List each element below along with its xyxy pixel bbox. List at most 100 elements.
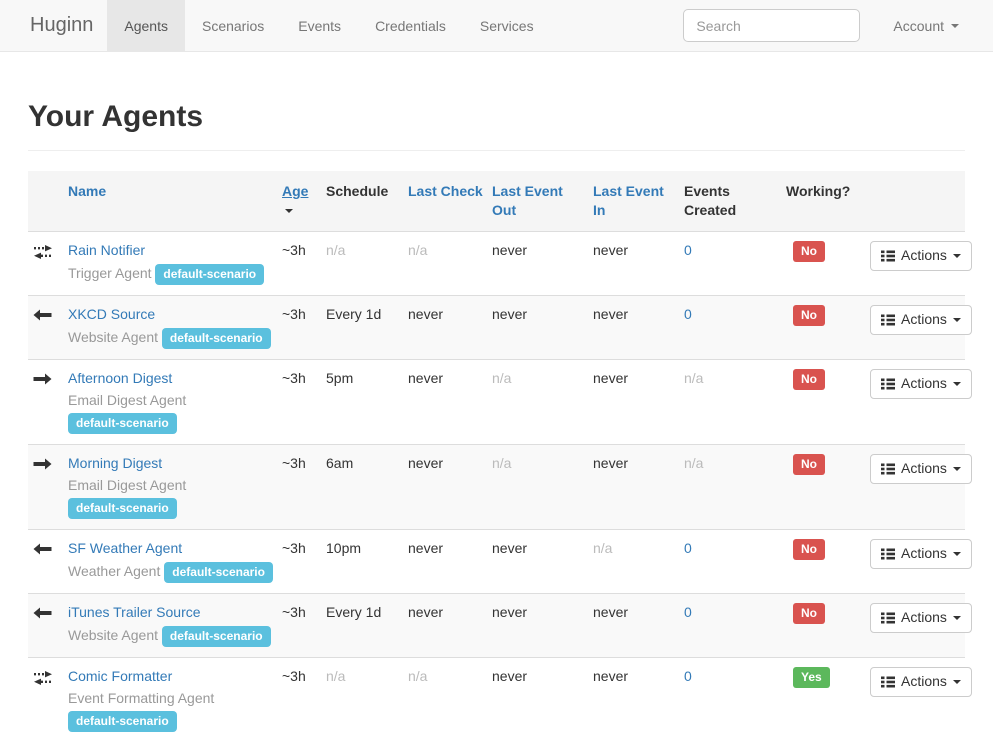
events-created-link[interactable]: 0 bbox=[684, 306, 692, 322]
column-header-working: Working? bbox=[786, 171, 870, 232]
actions-button[interactable]: Actions bbox=[870, 539, 972, 569]
working-status-badge: No bbox=[793, 454, 825, 475]
nav-tab-services[interactable]: Services bbox=[463, 0, 551, 51]
actions-button[interactable]: Actions bbox=[870, 305, 972, 335]
agent-schedule-cell: 6am bbox=[326, 445, 408, 530]
agent-type-label: Website Agent bbox=[68, 329, 158, 345]
agent-row: SF Weather Agent Weather Agent default-sc… bbox=[28, 530, 965, 594]
actions-button[interactable]: Actions bbox=[870, 603, 972, 633]
column-header-age[interactable]: Age bbox=[282, 171, 326, 232]
nav-tab-events[interactable]: Events bbox=[281, 0, 358, 51]
agent-working-cell: No bbox=[786, 360, 870, 445]
agent-last-event-in-cell: never bbox=[593, 594, 684, 658]
scenario-badge[interactable]: default-scenario bbox=[68, 711, 177, 732]
agent-name-link[interactable]: SF Weather Agent bbox=[68, 540, 182, 556]
agent-last-event-out-cell: never bbox=[492, 296, 593, 360]
agent-last-event-out-cell: n/a bbox=[492, 360, 593, 445]
working-status-badge: No bbox=[793, 305, 825, 326]
agent-age-cell: ~3h bbox=[282, 445, 326, 530]
agent-last-event-out-cell: never bbox=[492, 658, 593, 742]
agent-name-cell: XKCD Source Website Agent default-scenari… bbox=[68, 296, 282, 360]
agent-subtitle: Email Digest Agent default-scenario bbox=[68, 475, 274, 519]
column-header-name[interactable]: Name bbox=[68, 171, 282, 232]
agent-events-created-cell: n/a bbox=[684, 360, 786, 445]
scenario-badge[interactable]: default-scenario bbox=[164, 562, 273, 583]
agent-actions-cell: Actions bbox=[870, 658, 965, 742]
actions-button[interactable]: Actions bbox=[870, 454, 972, 484]
account-dropdown[interactable]: Account bbox=[893, 18, 959, 34]
agent-actions-cell: Actions bbox=[870, 594, 965, 658]
divider bbox=[28, 150, 965, 151]
agent-schedule-cell: 10pm bbox=[326, 530, 408, 594]
brand-link[interactable]: Huginn bbox=[0, 0, 107, 51]
events-created-link[interactable]: 0 bbox=[684, 668, 692, 684]
agent-age-cell: ~3h bbox=[282, 232, 326, 296]
scenario-badge[interactable]: default-scenario bbox=[68, 413, 177, 434]
nav-tab-scenarios[interactable]: Scenarios bbox=[185, 0, 281, 51]
actions-button[interactable]: Actions bbox=[870, 241, 972, 271]
agent-last-check-cell: never bbox=[408, 445, 492, 530]
list-icon bbox=[881, 250, 895, 262]
column-header-last_check[interactable]: Last Check bbox=[408, 171, 492, 232]
scenario-badge[interactable]: default-scenario bbox=[162, 626, 271, 647]
agent-age-cell: ~3h bbox=[282, 594, 326, 658]
agent-name-link[interactable]: Comic Formatter bbox=[68, 668, 172, 684]
agent-last-event-in-cell: never bbox=[593, 360, 684, 445]
scenario-badge[interactable]: default-scenario bbox=[68, 498, 177, 519]
agent-name-link[interactable]: Morning Digest bbox=[68, 455, 162, 471]
agent-events-created-cell: 0 bbox=[684, 530, 786, 594]
agent-direction-cell bbox=[28, 360, 68, 445]
agent-working-cell: No bbox=[786, 530, 870, 594]
events-created-link[interactable]: 0 bbox=[684, 604, 692, 620]
agent-actions-cell: Actions bbox=[870, 530, 965, 594]
chevron-down-icon bbox=[953, 382, 961, 386]
agent-name-link[interactable]: Afternoon Digest bbox=[68, 370, 172, 386]
agent-events-created-cell: 0 bbox=[684, 594, 786, 658]
right-arrow-icon bbox=[33, 373, 52, 385]
agent-last-check-cell: never bbox=[408, 360, 492, 445]
list-icon bbox=[881, 463, 895, 475]
agent-name-link[interactable]: XKCD Source bbox=[68, 306, 155, 322]
working-status-badge: No bbox=[793, 369, 825, 390]
column-header-last_event_out[interactable]: Last Event Out bbox=[492, 171, 593, 232]
working-status-badge: No bbox=[793, 539, 825, 560]
agent-last-event-in-cell: n/a bbox=[593, 530, 684, 594]
agent-age-cell: ~3h bbox=[282, 296, 326, 360]
chevron-down-icon bbox=[953, 616, 961, 620]
agent-name-link[interactable]: Rain Notifier bbox=[68, 242, 145, 258]
scenario-badge[interactable]: default-scenario bbox=[162, 328, 271, 349]
actions-button[interactable]: Actions bbox=[870, 667, 972, 697]
scenario-badge[interactable]: default-scenario bbox=[155, 264, 264, 285]
agent-type-label: Event Formatting Agent bbox=[68, 690, 214, 706]
agent-last-event-in-cell: never bbox=[593, 445, 684, 530]
agent-schedule-cell: n/a bbox=[326, 232, 408, 296]
search-input[interactable] bbox=[683, 9, 860, 42]
nav-tab-credentials[interactable]: Credentials bbox=[358, 0, 463, 51]
left-arrow-icon bbox=[33, 543, 52, 555]
sort-caret-icon bbox=[285, 209, 293, 213]
agent-subtitle: Weather Agent default-scenario bbox=[68, 560, 274, 583]
agent-schedule-cell: Every 1d bbox=[326, 296, 408, 360]
agent-actions-cell: Actions bbox=[870, 296, 965, 360]
actions-button[interactable]: Actions bbox=[870, 369, 972, 399]
left-arrow-icon bbox=[33, 309, 52, 321]
events-created-link[interactable]: 0 bbox=[684, 242, 692, 258]
agent-name-cell: Rain Notifier Trigger Agent default-scena… bbox=[68, 232, 282, 296]
table-body: Rain Notifier Trigger Agent default-scena… bbox=[28, 232, 965, 742]
agent-name-link[interactable]: iTunes Trailer Source bbox=[68, 604, 201, 620]
nav-tab-agents[interactable]: Agents bbox=[107, 0, 185, 51]
column-header-last_event_in[interactable]: Last Event In bbox=[593, 171, 684, 232]
account-label: Account bbox=[893, 18, 944, 34]
agent-working-cell: No bbox=[786, 232, 870, 296]
column-header-events_created: Events Created bbox=[684, 171, 786, 232]
events-created-link[interactable]: 0 bbox=[684, 540, 692, 556]
actions-button-label: Actions bbox=[901, 545, 947, 562]
actions-button-label: Actions bbox=[901, 375, 947, 392]
agent-type-label: Trigger Agent bbox=[68, 265, 152, 281]
agent-events-created-cell: 0 bbox=[684, 232, 786, 296]
agent-name-cell: Comic Formatter Event Formatting Agent de… bbox=[68, 658, 282, 742]
agent-last-event-out-cell: never bbox=[492, 530, 593, 594]
